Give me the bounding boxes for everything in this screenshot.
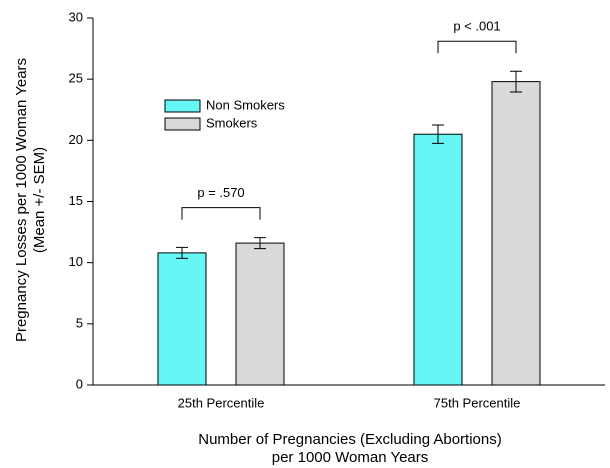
significance-bracket	[181, 207, 261, 220]
y-axis-label: Pregnancy Losses per 1000 Woman Years	[13, 58, 30, 342]
bar	[157, 252, 207, 386]
error-bar	[176, 246, 188, 259]
x-axis-label: per 1000 Woman Years	[272, 449, 429, 466]
y-tick-label: 30	[69, 9, 83, 24]
y-tick-label: 25	[69, 71, 83, 86]
error-bar	[432, 124, 444, 144]
y-tick-label: 20	[69, 132, 83, 147]
legend-swatch	[164, 99, 201, 113]
x-axis-label: Number of Pregnancies (Excluding Abortio…	[198, 431, 502, 448]
bar	[413, 133, 463, 386]
y-axis-label: (Mean +/- SEM)	[31, 147, 48, 253]
x-tick-label: 25th Percentile	[178, 395, 265, 410]
bar	[491, 81, 541, 386]
x-tick-label: 75th Percentile	[434, 395, 521, 410]
y-tick-label: 5	[76, 315, 83, 330]
y-tick-label: 15	[69, 193, 83, 208]
annotation: p < .001	[453, 19, 500, 34]
y-tick-label: 10	[69, 254, 83, 269]
legend-label: Smokers	[206, 115, 258, 130]
bar	[235, 242, 285, 386]
significance-bracket	[437, 40, 517, 54]
annotation: p = .570	[197, 185, 244, 200]
legend-label: Non Smokers	[206, 97, 285, 112]
y-tick-label: 0	[76, 376, 83, 391]
legend-swatch	[164, 117, 201, 131]
error-bar	[254, 237, 266, 250]
error-bar	[510, 70, 522, 93]
